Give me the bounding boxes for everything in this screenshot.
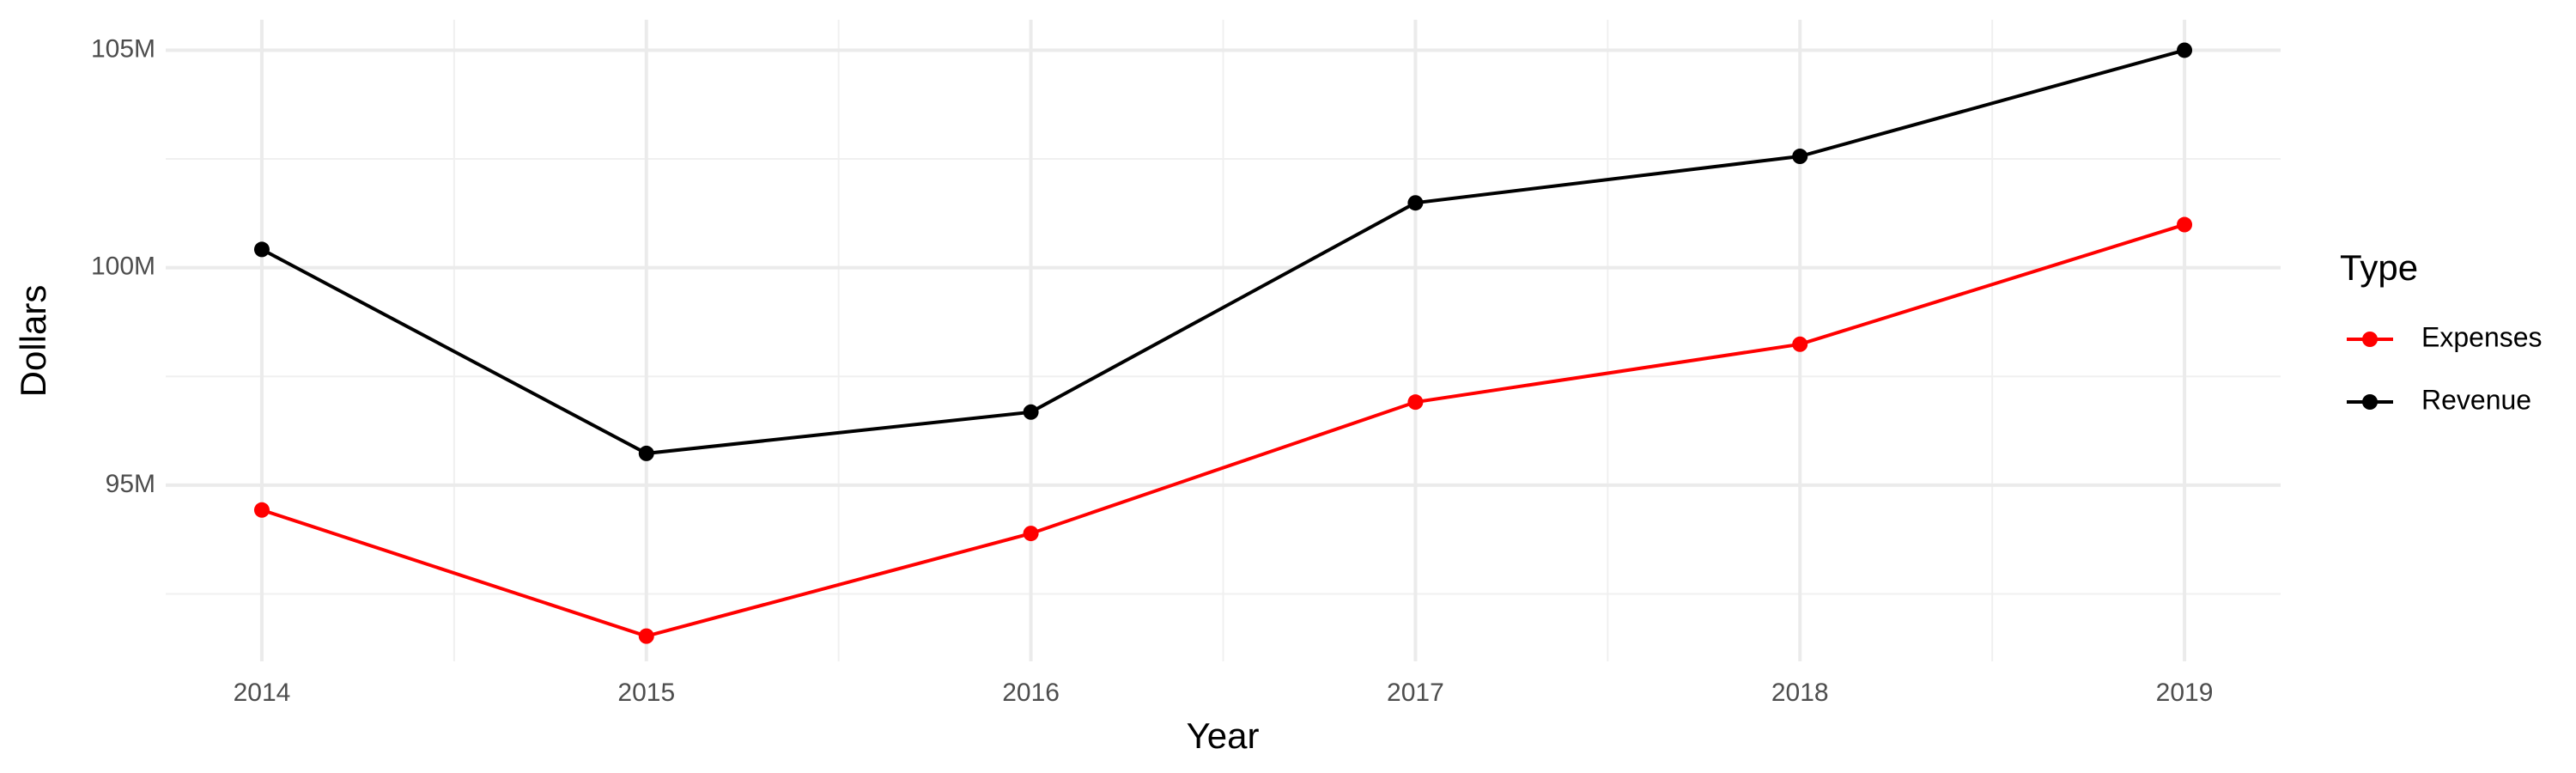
y-tick-label: 95M <box>106 470 155 498</box>
data-point <box>1023 526 1039 542</box>
data-point <box>1792 336 1808 352</box>
data-point <box>1023 404 1039 420</box>
data-point <box>2177 216 2193 233</box>
data-point <box>1407 394 1424 411</box>
x-tick-label: 2014 <box>234 679 291 707</box>
x-tick-label: 2015 <box>617 679 675 707</box>
x-tick-label: 2016 <box>1002 679 1060 707</box>
legend-label: Expenses <box>2421 321 2543 352</box>
y-tick-label: 105M <box>91 34 155 63</box>
legend-title: Type <box>2340 247 2418 288</box>
data-point <box>638 445 654 461</box>
x-axis-title: Year <box>1187 715 1260 756</box>
data-point <box>253 502 270 518</box>
data-point <box>253 241 270 258</box>
y-axis-title: Dollars <box>13 285 53 398</box>
x-tick-label: 2017 <box>1387 679 1444 707</box>
y-tick-label: 100M <box>91 253 155 281</box>
data-point <box>1792 149 1808 165</box>
x-tick-label: 2019 <box>2156 679 2214 707</box>
data-point <box>1407 195 1424 211</box>
x-tick-label: 2018 <box>1771 679 1829 707</box>
legend-label: Revenue <box>2421 384 2531 415</box>
legend-swatch-point <box>2362 394 2378 410</box>
legend-swatch-point <box>2362 332 2378 347</box>
data-point <box>2177 42 2193 58</box>
data-point <box>638 628 654 644</box>
series-line <box>261 48 2185 455</box>
series-line <box>261 222 2185 638</box>
